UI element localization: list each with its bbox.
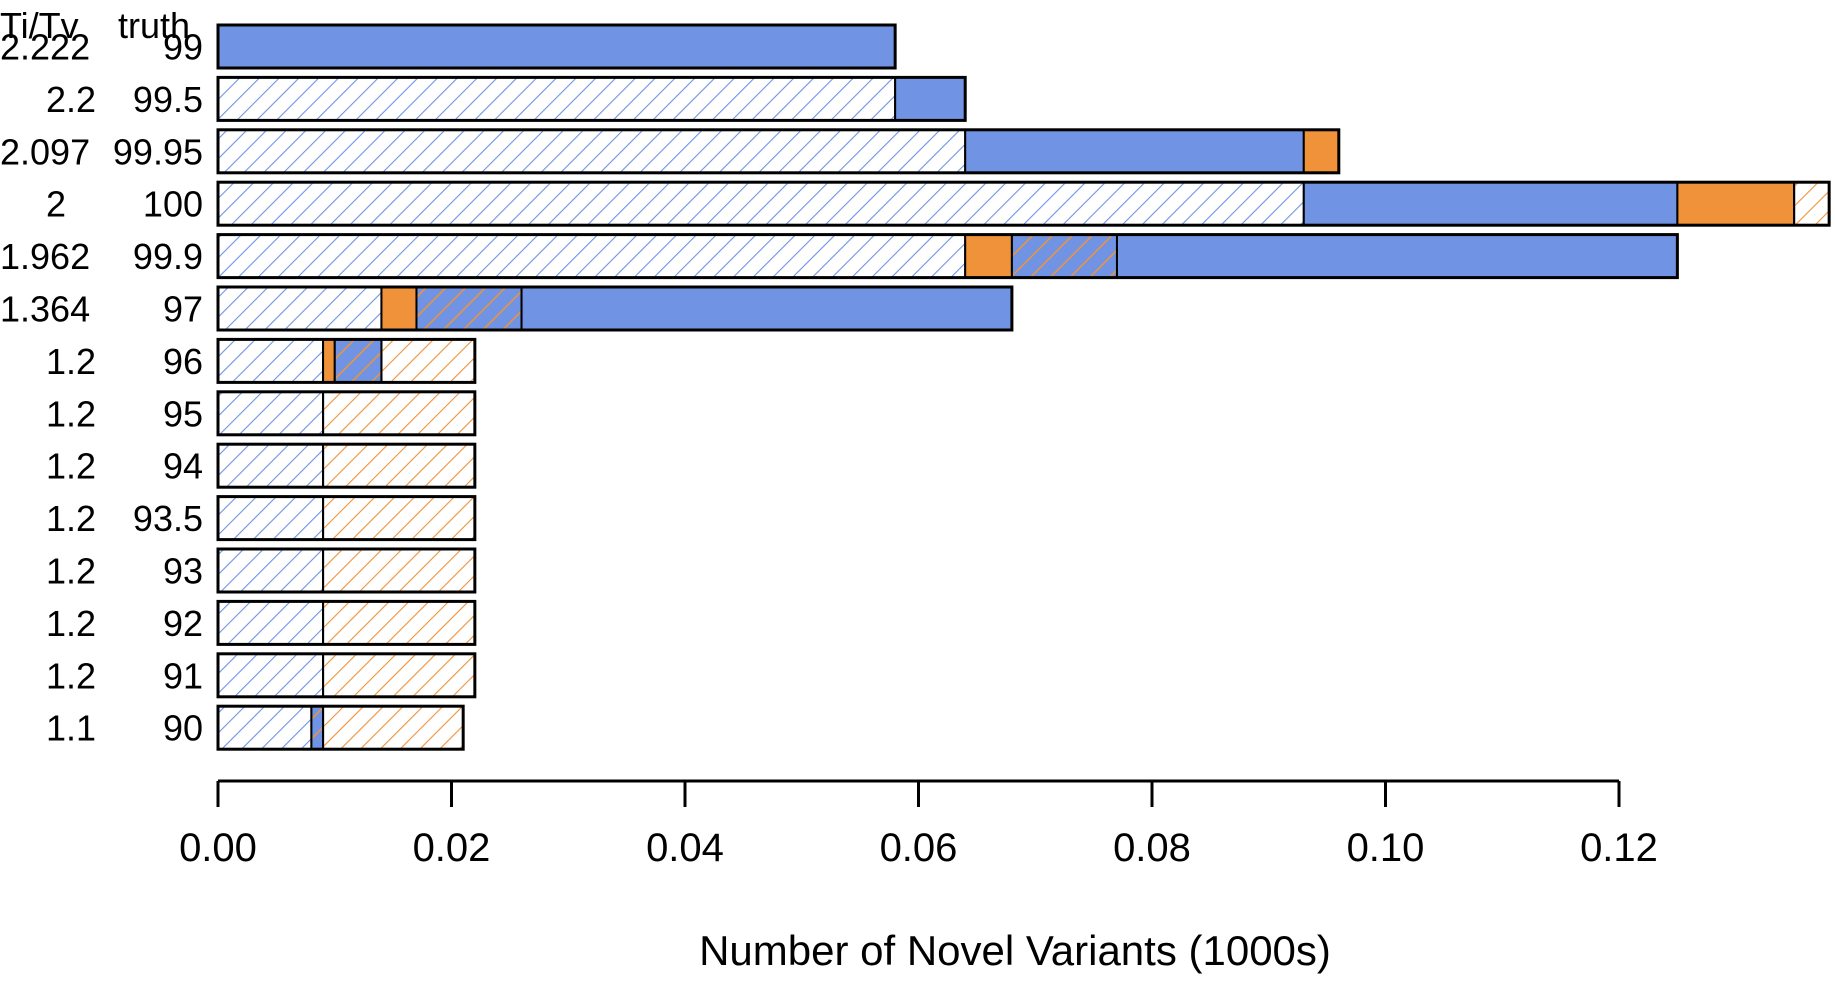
- bar-segment-blue-solid: [520, 286, 1013, 331]
- bar-outline: [216, 337, 477, 384]
- bar-segment-orange-hatch: [1793, 181, 1831, 227]
- bar-segment-orange-hatch: [322, 600, 476, 646]
- bar-segment-orange-solid: [964, 233, 1013, 279]
- x-tick-label: 0.12: [1580, 826, 1658, 870]
- category-label-truth: 99.5: [133, 79, 203, 120]
- row-header-titv: Ti/Tv: [0, 5, 79, 46]
- bar-outline: [216, 180, 1831, 227]
- x-axis-title: Number of Novel Variants (1000s): [699, 927, 1331, 974]
- bar-segment-blue-hatch: [217, 128, 967, 174]
- x-axis: 0.00 0.02 0.04 0.06 0.08 0.10 0.12: [179, 779, 1658, 870]
- bar-outline: [216, 390, 477, 437]
- x-tick-label: 0.02: [413, 826, 491, 870]
- category-label-truth: 92: [163, 603, 203, 644]
- bar-segment-blue-solid: [1302, 181, 1679, 227]
- bar-outline: [216, 495, 477, 542]
- bars-group: [216, 23, 1831, 751]
- x-tick-label: 0.00: [179, 826, 257, 870]
- bar-segment-orange-solid: [322, 338, 336, 384]
- bar-segment-blue-hatch: [217, 390, 325, 436]
- category-label-titv: 1.2: [46, 603, 96, 644]
- bar-segment-blue-hatch: [217, 233, 967, 279]
- bar-segment-mixed-hatch: [415, 286, 523, 331]
- category-label-titv: 2.2: [46, 79, 96, 120]
- category-label-truth: 91: [163, 655, 203, 696]
- bar-segment-orange-hatch: [322, 495, 476, 541]
- bar-segment-blue-hatch: [217, 286, 383, 331]
- category-label-titv: 1.2: [46, 446, 96, 487]
- bar-segment-blue-solid: [964, 128, 1305, 174]
- bar-segment-blue-solid: [894, 76, 967, 122]
- x-tick-label: 0.06: [880, 826, 958, 870]
- category-label-truth: 93: [163, 551, 203, 592]
- category-label-truth: 99: [163, 27, 203, 68]
- bar-outline: [216, 75, 967, 122]
- bar-segment-mixed-hatch: [310, 705, 325, 751]
- bar-segment-orange-hatch: [380, 338, 476, 384]
- bar-segment-mixed-hatch: [1010, 233, 1118, 279]
- category-labels: 2.222 99 2.2 99.5 2.097 99.95 2 100 1.962 99.9 1.3…: [0, 27, 203, 749]
- bar-segment-blue-hatch: [217, 600, 325, 646]
- bar-segment-orange-solid: [380, 286, 418, 331]
- category-label-truth: 99.9: [133, 236, 203, 277]
- category-label-titv: 1.2: [46, 551, 96, 592]
- bar-segment-blue-hatch: [217, 548, 325, 593]
- category-label-truth: 94: [163, 446, 203, 487]
- bar-outline: [216, 547, 477, 594]
- bar-outline: [216, 652, 477, 699]
- bar-segment-blue-hatch: [217, 338, 325, 384]
- bar-segment-blue-solid: [1115, 233, 1679, 279]
- category-label-titv: 2.222: [0, 27, 90, 68]
- category-label-titv: 1.2: [46, 655, 96, 696]
- category-label-titv: 1.2: [46, 498, 96, 539]
- category-label-titv: 1.1: [46, 708, 96, 749]
- x-tick-label: 0.04: [646, 826, 724, 870]
- category-label-truth: 95: [163, 393, 203, 434]
- bar-segment-orange-solid: [1302, 128, 1340, 174]
- category-label-titv: 1.962: [0, 236, 90, 277]
- category-label-titv: 2.097: [0, 131, 90, 172]
- bar-segment-blue-hatch: [217, 76, 897, 122]
- bar-outline: [216, 128, 1341, 175]
- category-label-truth: 99.95: [113, 131, 203, 172]
- bar-outline: [216, 285, 1014, 332]
- category-label-titv: 1.2: [46, 341, 96, 382]
- bar-segment-orange-hatch: [322, 548, 476, 593]
- category-label-truth: 100: [143, 184, 203, 225]
- bar-segment-orange-hatch: [322, 443, 476, 489]
- category-label-truth: 90: [163, 708, 203, 749]
- x-tick-label: 0.10: [1347, 826, 1425, 870]
- row-header-truth: truth: [118, 5, 190, 46]
- category-label-truth: 97: [163, 289, 203, 330]
- bar-segment-orange-hatch: [322, 705, 465, 751]
- bar-segment-blue-hatch: [217, 181, 1305, 227]
- bar-outline: [216, 233, 1679, 280]
- category-label-truth: 96: [163, 341, 203, 382]
- bar-outline: [216, 23, 897, 70]
- bar-segment-blue-hatch: [217, 495, 325, 541]
- bar-outline: [216, 704, 465, 751]
- bar-outline: [216, 599, 477, 646]
- bar-segment-orange-solid: [1676, 181, 1796, 227]
- category-label-titv: 1.364: [0, 289, 90, 330]
- bar-segment-blue-hatch: [217, 705, 313, 751]
- category-label-truth: 93.5: [133, 498, 203, 539]
- bar-segment-blue-hatch: [217, 652, 325, 698]
- category-label-titv: 1.2: [46, 393, 96, 434]
- bar-segment-orange-hatch: [322, 390, 476, 436]
- x-tick-label: 0.08: [1113, 826, 1191, 870]
- category-label-titv: 2: [46, 184, 66, 225]
- bar-segment-orange-hatch: [322, 652, 476, 698]
- bar-segment-blue-hatch: [217, 443, 325, 489]
- bar-outline: [216, 442, 477, 489]
- bar-segment-mixed-hatch: [333, 338, 383, 384]
- bar-segment-blue-solid: [217, 24, 897, 69]
